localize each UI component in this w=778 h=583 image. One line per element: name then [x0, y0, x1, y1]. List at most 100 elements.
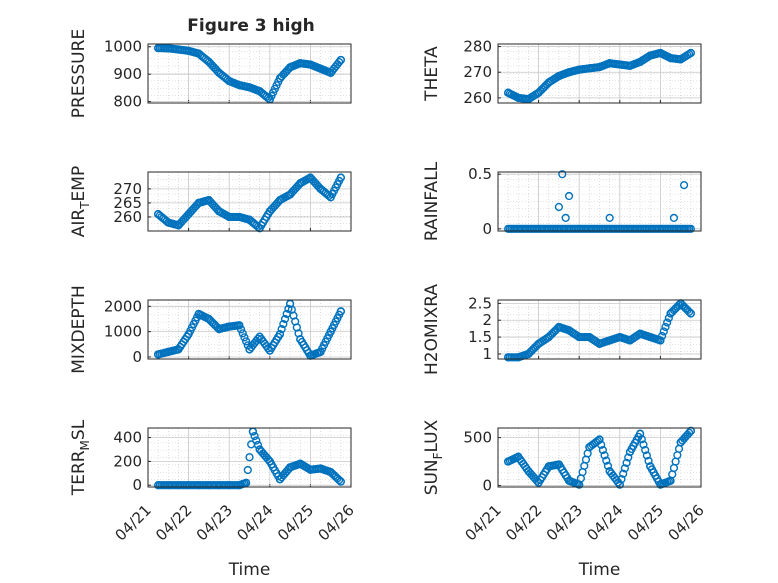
y-axis-label: MIXDEPTH: [69, 285, 89, 374]
data-series: [504, 426, 695, 489]
y-axis-label: RAINFALL: [422, 161, 442, 241]
data-point: [564, 191, 574, 201]
data-point: [252, 436, 261, 445]
data-point: [605, 213, 614, 222]
y-axis-label: AIRTEMP: [69, 166, 92, 237]
y-tick-label: 0: [132, 348, 142, 366]
y-axis-label: PRESSURE: [69, 29, 89, 118]
y-axis-label: SUNFLUX: [422, 419, 445, 495]
axes-frame: [147, 299, 352, 360]
y-tick-label: 280: [463, 38, 492, 56]
data-point: [336, 55, 345, 65]
y-tick-label: 0.5: [468, 165, 492, 183]
data-point: [686, 224, 695, 233]
y-tick-label: 2: [482, 311, 492, 329]
axes-frame: [497, 427, 702, 488]
data-point: [561, 213, 570, 222]
data-series: [154, 173, 345, 233]
axes-frame: [147, 171, 352, 232]
data-point: [602, 456, 611, 465]
data-point: [600, 451, 609, 460]
x-axis-label: Time: [228, 560, 271, 580]
data-point: [659, 327, 668, 336]
data-point: [597, 440, 606, 449]
data-point: [686, 309, 695, 318]
data-point: [250, 431, 259, 441]
data-point: [685, 428, 694, 437]
data-point: [641, 445, 650, 455]
data-point: [664, 313, 673, 323]
data-point: [253, 440, 263, 450]
data-point: [284, 304, 293, 313]
data-point: [238, 329, 247, 338]
y-axis-label: H2OMIXRA: [422, 284, 442, 375]
data-point: [242, 478, 251, 487]
data-point: [615, 480, 624, 489]
subplot-2: 260 270 280 THETA: [422, 38, 702, 107]
y-tick-label: 270: [113, 180, 142, 198]
y-axis-label: THETA: [422, 46, 442, 102]
y-tick-label: 265: [113, 194, 142, 212]
data-point: [336, 307, 345, 316]
data-point: [679, 181, 689, 190]
y-tick-label: 400: [113, 429, 142, 447]
data-series: [504, 299, 695, 362]
y-tick-label: 200: [113, 452, 142, 470]
x-axis-label: Time: [578, 560, 621, 580]
data-point: [617, 475, 626, 484]
axes-frame: [147, 43, 352, 104]
data-point: [243, 465, 252, 475]
y-axis-label: TERRMSL: [69, 419, 92, 496]
data-point: [335, 57, 344, 67]
axes-frame: [497, 43, 702, 104]
subplot-5: 0 1000 2000 MIXDEPTH: [69, 285, 352, 374]
data-point: [620, 464, 629, 473]
axes-frame: [497, 299, 702, 360]
y-tick-label: 0: [482, 477, 492, 495]
subplot-6: 11.522.5 H2OMIXRA: [422, 284, 702, 375]
data-point: [240, 333, 249, 342]
data-point: [275, 330, 285, 339]
y-tick-label: 0: [132, 476, 142, 494]
data-point: [639, 440, 648, 449]
y-tick-label: 1000: [104, 323, 142, 341]
data-series: [154, 427, 345, 490]
subplot-4: 0 0.5 RAINFALL: [422, 161, 702, 241]
data-point: [669, 213, 679, 222]
data-point: [242, 337, 251, 346]
data-point: [635, 429, 645, 438]
y-tick-label: 2000: [104, 297, 142, 315]
data-series: [154, 299, 345, 360]
y-tick-label: 2.5: [468, 294, 492, 312]
data-point: [624, 453, 633, 462]
data-point: [558, 170, 567, 179]
data-point: [644, 456, 653, 466]
data-point: [656, 336, 665, 345]
data-point: [642, 451, 651, 460]
data-point: [245, 453, 254, 462]
y-tick-label: 260: [113, 208, 142, 226]
y-tick-label: 1: [482, 345, 492, 363]
axes-frame: [147, 427, 352, 488]
data-point: [674, 300, 684, 310]
data-series: [504, 48, 695, 104]
data-series: [154, 44, 345, 104]
data-point: [686, 426, 695, 435]
data-point: [637, 435, 646, 444]
y-tick-label: 800: [113, 93, 142, 111]
data-point: [279, 319, 288, 329]
y-tick-label: 1.5: [468, 328, 492, 346]
data-point: [619, 469, 628, 478]
data-point: [554, 202, 564, 212]
y-tick-label: 500: [463, 429, 492, 447]
y-tick-label: 270: [463, 63, 492, 81]
data-point: [661, 322, 670, 332]
y-tick-label: 0: [482, 220, 492, 238]
data-point: [277, 325, 286, 334]
data-point: [595, 435, 604, 444]
data-point: [685, 307, 694, 316]
data-point: [598, 445, 607, 455]
data-point: [603, 461, 613, 470]
